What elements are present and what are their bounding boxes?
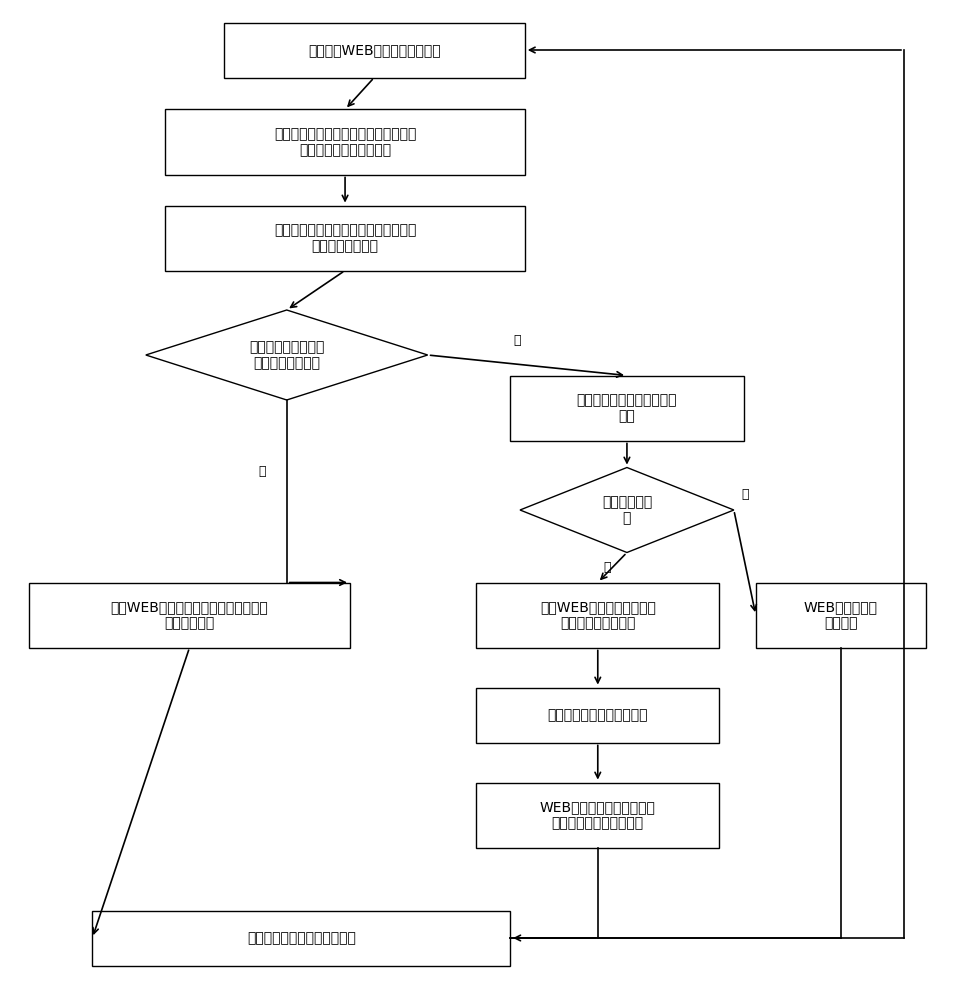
Text: 存在预估电量足够支
持全部里程的车辆: 存在预估电量足够支 持全部里程的车辆	[249, 340, 325, 370]
FancyBboxPatch shape	[476, 582, 719, 648]
FancyBboxPatch shape	[476, 782, 719, 848]
FancyBboxPatch shape	[165, 206, 525, 270]
Text: 是: 是	[259, 465, 266, 478]
Text: 是: 是	[604, 561, 611, 574]
Text: 服务器依据用车需求和导航数据库选择
路线并计算路线的里程数: 服务器依据用车需求和导航数据库选择 路线并计算路线的里程数	[274, 127, 416, 157]
Text: 通过WEB页面向用户展示所
有中转租车点的列表: 通过WEB页面向用户展示所 有中转租车点的列表	[539, 600, 656, 630]
FancyBboxPatch shape	[224, 22, 525, 78]
Text: WEB页面展示可以达到所选
的中转租车点的车辆列表: WEB页面展示可以达到所选 的中转租车点的车辆列表	[539, 800, 656, 830]
Text: 存在中转租车
点: 存在中转租车 点	[602, 495, 652, 525]
Text: 用户选择合适的中转租车点: 用户选择合适的中转租车点	[547, 708, 648, 722]
FancyBboxPatch shape	[476, 688, 719, 742]
Text: 通过WEB页面上展示可租车辆的列表，
并显示路线图: 通过WEB页面上展示可租车辆的列表， 并显示路线图	[111, 600, 268, 630]
Text: 服务器查找起点的租车点内所有可租车
辆的预估电量情况: 服务器查找起点的租车点内所有可租车 辆的预估电量情况	[274, 223, 416, 253]
Text: 用户选择合适的车辆进行预约: 用户选择合适的车辆进行预约	[247, 931, 356, 945]
Text: 否: 否	[741, 488, 748, 502]
FancyBboxPatch shape	[165, 109, 525, 174]
Text: WEB页面提示无
可用车辆: WEB页面提示无 可用车辆	[804, 600, 878, 630]
FancyBboxPatch shape	[29, 582, 350, 648]
Text: 服务器从路线上查找中转租
车点: 服务器从路线上查找中转租 车点	[576, 393, 677, 423]
FancyBboxPatch shape	[92, 910, 510, 966]
Text: 否: 否	[514, 334, 521, 347]
Polygon shape	[146, 310, 428, 400]
FancyBboxPatch shape	[510, 375, 744, 440]
FancyBboxPatch shape	[756, 582, 925, 648]
Polygon shape	[520, 468, 734, 552]
Text: 用户通过WEB页面输入用车需求: 用户通过WEB页面输入用车需求	[308, 43, 440, 57]
